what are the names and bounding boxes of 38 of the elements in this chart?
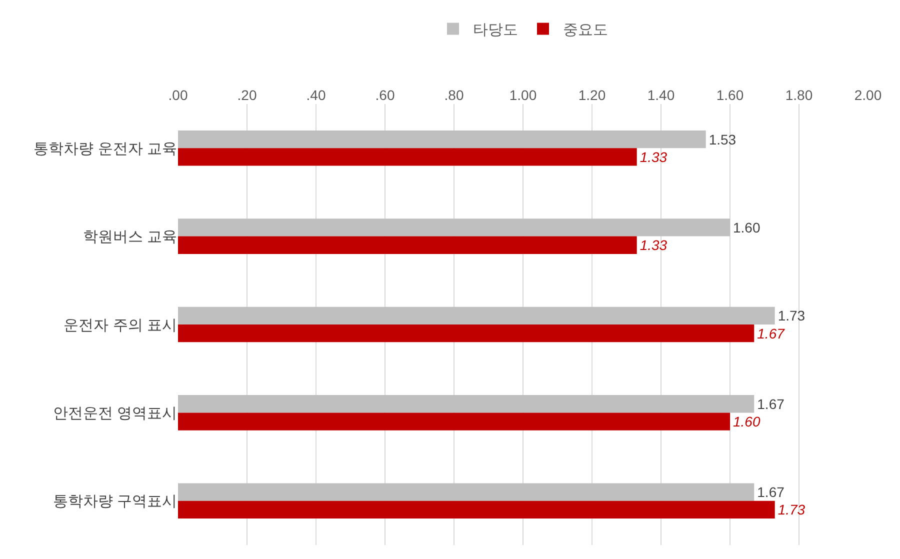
x-tick-label: .80 bbox=[444, 87, 464, 104]
y-tick-label: 통학차량 구역표시 bbox=[52, 493, 177, 510]
data-label: 1.73 bbox=[778, 308, 806, 324]
bar bbox=[178, 306, 775, 324]
data-label: 1.33 bbox=[640, 148, 668, 165]
x-tick-label: 1.20 bbox=[578, 87, 606, 104]
x-tick-label: 2.00 bbox=[854, 87, 882, 104]
data-label: 1.60 bbox=[733, 414, 760, 430]
x-tick-label: 1.60 bbox=[716, 87, 744, 104]
bar bbox=[178, 500, 775, 519]
bar bbox=[178, 236, 637, 254]
y-tick-label: 안전운전 영역표시 bbox=[52, 404, 177, 422]
x-tick-label: .00 bbox=[168, 87, 188, 104]
data-label: 1.67 bbox=[757, 484, 785, 500]
legend-label: 중요도 bbox=[563, 22, 608, 39]
legend-label: 타당도 bbox=[473, 22, 518, 39]
data-label: 1.60 bbox=[733, 219, 760, 236]
bar bbox=[178, 148, 637, 166]
data-label: 1.53 bbox=[708, 131, 736, 148]
bar bbox=[178, 218, 730, 236]
y-tick-label: 학원버스 교육 bbox=[82, 228, 177, 246]
bar bbox=[178, 412, 730, 430]
bar bbox=[178, 130, 706, 148]
x-tick-label: 1.00 bbox=[509, 87, 537, 104]
data-label: 1.67 bbox=[757, 396, 785, 412]
data-label: 1.67 bbox=[757, 325, 786, 342]
x-tick-label: .40 bbox=[306, 87, 326, 104]
y-tick-label: 통학차량 운전자 교육 bbox=[34, 140, 177, 158]
x-tick-label: 1.80 bbox=[785, 87, 813, 104]
bar bbox=[178, 395, 754, 413]
x-tick-label: 1.40 bbox=[647, 87, 675, 104]
x-tick-label: .60 bbox=[375, 87, 395, 104]
data-label: 1.73 bbox=[778, 502, 806, 518]
bar bbox=[178, 324, 754, 342]
x-tick-label: .20 bbox=[237, 87, 257, 104]
data-label: 1.33 bbox=[640, 237, 668, 254]
y-tick-label: 운전자 주의 표시 bbox=[64, 316, 177, 334]
bar bbox=[178, 483, 754, 501]
